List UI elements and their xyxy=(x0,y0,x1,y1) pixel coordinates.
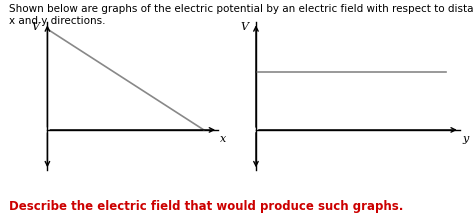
Text: Shown below are graphs of the electric potential by an electric field with respe: Shown below are graphs of the electric p… xyxy=(9,4,474,26)
Text: x: x xyxy=(220,134,227,144)
Text: V: V xyxy=(240,22,248,32)
Text: Describe the electric field that would produce such graphs.: Describe the electric field that would p… xyxy=(9,200,404,213)
Text: y: y xyxy=(462,134,468,144)
Text: V: V xyxy=(32,22,39,32)
